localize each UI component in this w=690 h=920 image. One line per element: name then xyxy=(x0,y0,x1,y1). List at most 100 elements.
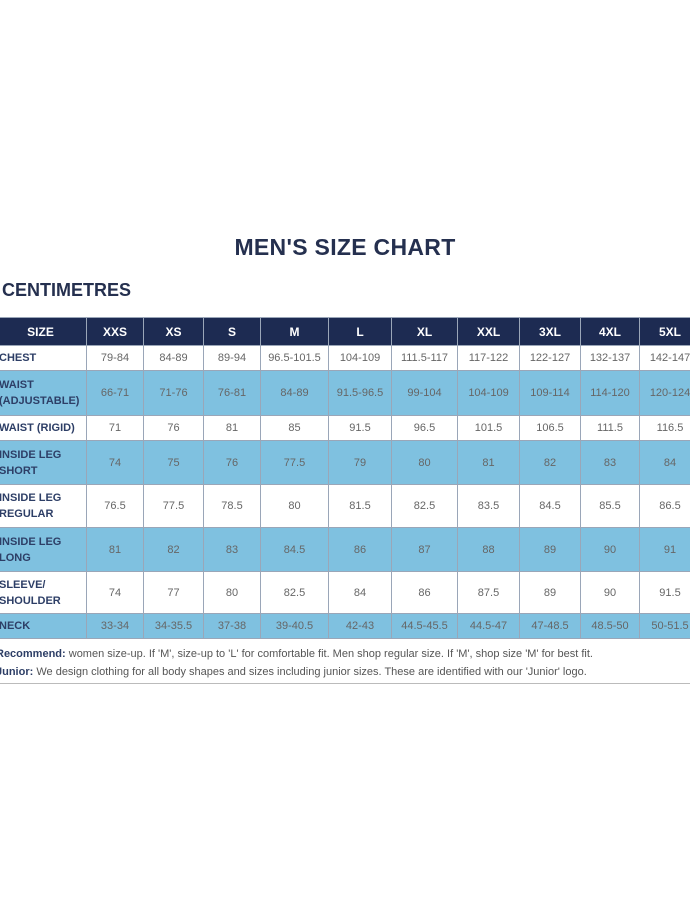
size-value-cell: 84 xyxy=(639,440,690,485)
row-label: WAIST (ADJUSTABLE) xyxy=(0,370,87,416)
size-value-cell: 44.5-47 xyxy=(457,613,520,639)
size-value-cell: 116.5 xyxy=(639,415,690,441)
size-value-cell: 47-48.5 xyxy=(519,613,581,639)
size-value-cell: 77 xyxy=(143,571,204,614)
size-value-cell: 34-35.5 xyxy=(143,613,204,639)
size-value-cell: 84.5 xyxy=(260,527,329,572)
row-label: INSIDE LEG REGULAR xyxy=(0,484,87,528)
table-row: SLEEVE/ SHOULDER 74 77 80 82.5 84 86 87.5 89 90 91… xyxy=(0,571,690,614)
size-value-cell: 42-43 xyxy=(328,613,392,639)
size-value-cell: 76-81 xyxy=(203,370,261,416)
size-value-cell: 86 xyxy=(391,571,458,614)
size-value-cell: 50-51.5 xyxy=(639,613,690,639)
size-value-cell: 83 xyxy=(580,440,640,485)
size-value-cell: 82.5 xyxy=(391,484,458,528)
header-cell: XS xyxy=(143,317,204,346)
size-value-cell: 106.5 xyxy=(519,415,581,441)
size-value-cell: 71 xyxy=(86,415,144,441)
size-value-cell: 80 xyxy=(391,440,458,485)
unit-heading: CENTIMETRES xyxy=(2,280,132,300)
table-row: NECK 33-34 34-35.5 37-38 39-40.5 42-43 44.5-45… xyxy=(0,613,690,639)
size-value-cell: 80 xyxy=(203,571,261,614)
row-label: WAIST (RIGID) xyxy=(0,415,87,441)
size-value-cell: 84-89 xyxy=(260,370,329,416)
header-cell: L xyxy=(328,317,392,346)
header-cell: XXL xyxy=(457,317,520,346)
divider xyxy=(0,683,690,684)
size-value-cell: 78.5 xyxy=(203,484,261,528)
size-value-cell: 132-137 xyxy=(580,345,640,371)
page-title: MEN'S SIZE CHART xyxy=(234,234,456,260)
size-value-cell: 85.5 xyxy=(580,484,640,528)
size-value-cell: 82 xyxy=(143,527,204,572)
size-value-cell: 96.5 xyxy=(391,415,458,441)
size-value-cell: 104-109 xyxy=(328,345,392,371)
size-value-cell: 91.5 xyxy=(328,415,392,441)
header-cell: XXS xyxy=(86,317,144,346)
size-value-cell: 33-34 xyxy=(86,613,144,639)
row-label: CHEST xyxy=(0,345,87,371)
size-value-cell: 111.5 xyxy=(580,415,640,441)
table-row: WAIST (RIGID) 71 76 81 85 91.5 96.5 101.5 106.5 1… xyxy=(0,415,690,441)
header-cell: XL xyxy=(391,317,458,346)
size-value-cell: 114-120 xyxy=(580,370,640,416)
size-value-cell: 79-84 xyxy=(86,345,144,371)
size-value-cell: 81 xyxy=(86,527,144,572)
size-value-cell: 74 xyxy=(86,440,144,485)
size-value-cell: 71-76 xyxy=(143,370,204,416)
header-cell: M xyxy=(260,317,329,346)
size-value-cell: 81 xyxy=(203,415,261,441)
header-cell: 3XL xyxy=(519,317,581,346)
table-row: INSIDE LEG REGULAR 76.5 77.5 78.5 80 81.5 82.5… xyxy=(0,484,690,528)
size-value-cell: 76 xyxy=(143,415,204,441)
size-value-cell: 101.5 xyxy=(457,415,520,441)
size-value-cell: 79 xyxy=(328,440,392,485)
size-value-cell: 75 xyxy=(143,440,204,485)
table-row: CHEST 79-84 84-89 89-94 96.5-101.5 104-109 111… xyxy=(0,345,690,371)
size-value-cell: 91.5-96.5 xyxy=(328,370,392,416)
size-value-cell: 85 xyxy=(260,415,329,441)
size-value-cell: 104-109 xyxy=(457,370,520,416)
size-value-cell: 66-71 xyxy=(86,370,144,416)
header-cell: SIZE xyxy=(0,317,87,346)
size-value-cell: 142-147 xyxy=(639,345,690,371)
size-value-cell: 87.5 xyxy=(457,571,520,614)
size-value-cell: 76 xyxy=(203,440,261,485)
size-value-cell: 91.5 xyxy=(639,571,690,614)
size-value-cell: 84 xyxy=(328,571,392,614)
size-value-cell: 37-38 xyxy=(203,613,261,639)
table-row: INSIDE LEG SHORT 74 75 76 77.5 79 80 81 82 83 84 xyxy=(0,440,690,485)
size-value-cell: 82.5 xyxy=(260,571,329,614)
size-value-cell: 44.5-45.5 xyxy=(391,613,458,639)
size-value-cell: 89 xyxy=(519,571,581,614)
row-label: SLEEVE/ SHOULDER xyxy=(0,571,87,614)
size-value-cell: 76.5 xyxy=(86,484,144,528)
size-value-cell: 48.5-50 xyxy=(580,613,640,639)
size-value-cell: 83 xyxy=(203,527,261,572)
size-value-cell: 86 xyxy=(328,527,392,572)
table-row: WAIST (ADJUSTABLE) 66-71 71-76 76-81 84-89 91… xyxy=(0,370,690,416)
table-row: INSIDE LEG LONG 81 82 83 84.5 86 87 88 89 90 91 xyxy=(0,527,690,572)
size-value-cell: 87 xyxy=(391,527,458,572)
size-value-cell: 99-104 xyxy=(391,370,458,416)
header-cell: S xyxy=(203,317,261,346)
size-value-cell: 82 xyxy=(519,440,581,485)
size-value-cell: 74 xyxy=(86,571,144,614)
size-value-cell: 89-94 xyxy=(203,345,261,371)
size-value-cell: 84-89 xyxy=(143,345,204,371)
size-value-cell: 117-122 xyxy=(457,345,520,371)
header-row: SIZE XXS XS S M L XL XXL 3XL 4XL 5XL xyxy=(0,317,690,346)
header-cell: 4XL xyxy=(580,317,640,346)
size-value-cell: 86.5 xyxy=(639,484,690,528)
note-junior: Junior: We design clothing for all body … xyxy=(0,666,587,678)
size-value-cell: 77.5 xyxy=(143,484,204,528)
size-value-cell: 77.5 xyxy=(260,440,329,485)
size-value-cell: 81.5 xyxy=(328,484,392,528)
size-value-cell: 83.5 xyxy=(457,484,520,528)
size-value-cell: 81 xyxy=(457,440,520,485)
size-value-cell: 80 xyxy=(260,484,329,528)
size-value-cell: 122-127 xyxy=(519,345,581,371)
size-value-cell: 90 xyxy=(580,571,640,614)
size-value-cell: 84.5 xyxy=(519,484,581,528)
size-value-cell: 111.5-117 xyxy=(391,345,458,371)
